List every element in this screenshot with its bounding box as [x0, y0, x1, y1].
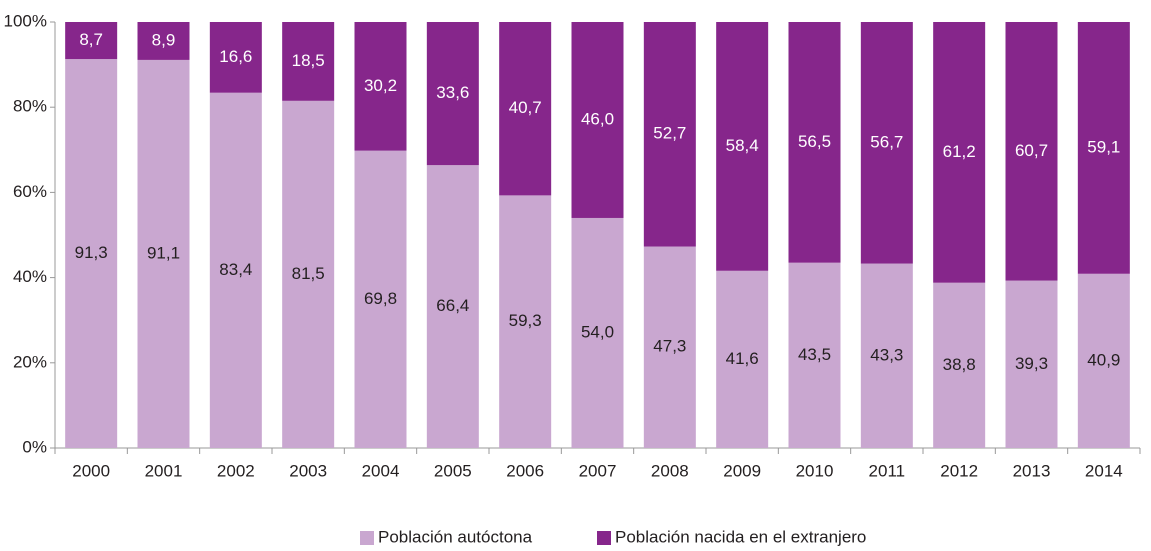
- bar-segment: [354, 22, 407, 151]
- bar-segment: [643, 246, 696, 448]
- bar-segment: [571, 22, 624, 218]
- bar-segment: [426, 22, 479, 166]
- x-tick-label: 2003: [289, 461, 327, 480]
- data-label: 41,6: [726, 349, 759, 368]
- bar-segment: [933, 22, 986, 283]
- legend-swatch: [597, 531, 611, 545]
- x-tick-label: 2001: [145, 461, 183, 480]
- x-tick-label: 2011: [869, 461, 906, 480]
- data-label: 66,4: [436, 296, 469, 315]
- bar-segment: [137, 22, 190, 60]
- data-label: 40,9: [1087, 350, 1120, 369]
- data-label: 58,4: [726, 136, 759, 155]
- data-label: 39,3: [1015, 354, 1048, 373]
- x-tick-label: 2002: [217, 461, 255, 480]
- data-label: 47,3: [653, 337, 686, 356]
- x-tick-label: 2000: [72, 461, 110, 480]
- bar-segment: [716, 270, 769, 448]
- bar-segment: [209, 92, 262, 448]
- bar-segment: [1077, 22, 1130, 274]
- data-label: 91,3: [75, 243, 108, 262]
- data-label: 43,3: [870, 345, 903, 364]
- x-tick-label: 2010: [796, 461, 834, 480]
- y-tick-label: 100%: [4, 11, 47, 30]
- bar-segment: [65, 22, 118, 60]
- bar-segment: [1005, 22, 1058, 281]
- data-label: 61,2: [943, 142, 976, 161]
- legend-swatch: [360, 531, 374, 545]
- data-label: 59,1: [1087, 137, 1120, 156]
- data-label: 81,5: [292, 264, 325, 283]
- bar-segment: [643, 22, 696, 247]
- data-label: 60,7: [1015, 141, 1048, 160]
- bar-segment: [860, 263, 913, 448]
- data-label: 69,8: [364, 289, 397, 308]
- data-label: 38,8: [943, 355, 976, 374]
- data-label: 30,2: [364, 76, 397, 95]
- data-label: 16,6: [219, 47, 252, 66]
- data-label: 59,3: [509, 311, 542, 330]
- bar-segment: [571, 217, 624, 448]
- data-label: 40,7: [509, 98, 542, 117]
- bar-segment: [788, 262, 841, 448]
- x-tick-label: 2009: [723, 461, 761, 480]
- bar-segment: [282, 100, 335, 448]
- x-tick-label: 2005: [434, 461, 472, 480]
- bar-segment: [1005, 280, 1058, 448]
- y-tick-label: 80%: [13, 97, 47, 116]
- data-label: 56,7: [870, 132, 903, 151]
- x-tick-label: 2012: [940, 461, 978, 480]
- bar-segment: [933, 282, 986, 448]
- x-tick-label: 2008: [651, 461, 689, 480]
- bar-segment: [860, 22, 913, 264]
- legend-label: Población autóctona: [378, 527, 533, 546]
- y-tick-label: 0%: [22, 437, 47, 456]
- data-label: 43,5: [798, 345, 831, 364]
- x-tick-label: 2004: [362, 461, 400, 480]
- x-tick-label: 2014: [1085, 461, 1123, 480]
- data-label: 8,9: [152, 30, 176, 49]
- x-tick-label: 2006: [506, 461, 544, 480]
- bar-segment: [499, 195, 552, 448]
- legend-label: Población nacida en el extranjero: [615, 527, 866, 546]
- data-label: 54,0: [581, 322, 614, 341]
- bar-segment: [1077, 273, 1130, 448]
- y-tick-label: 60%: [13, 182, 47, 201]
- bar-segment: [788, 22, 841, 263]
- data-label: 18,5: [292, 51, 325, 70]
- data-label: 52,7: [653, 124, 686, 143]
- bar-segment: [282, 22, 335, 101]
- bar-segment: [426, 165, 479, 449]
- data-label: 46,0: [581, 109, 614, 128]
- data-label: 91,1: [147, 243, 180, 262]
- bar-segment: [499, 22, 552, 196]
- y-tick-label: 40%: [13, 267, 47, 286]
- data-label: 33,6: [436, 83, 469, 102]
- data-label: 8,7: [79, 30, 103, 49]
- bar-segment: [65, 59, 118, 448]
- bar-segment: [209, 22, 262, 93]
- x-tick-label: 2013: [1013, 461, 1051, 480]
- data-label: 56,5: [798, 132, 831, 151]
- bar-segment: [137, 59, 190, 448]
- x-tick-label: 2007: [579, 461, 617, 480]
- bar-segment: [716, 22, 769, 271]
- bar-segment: [354, 150, 407, 449]
- y-tick-label: 20%: [13, 352, 47, 371]
- data-label: 83,4: [219, 260, 252, 279]
